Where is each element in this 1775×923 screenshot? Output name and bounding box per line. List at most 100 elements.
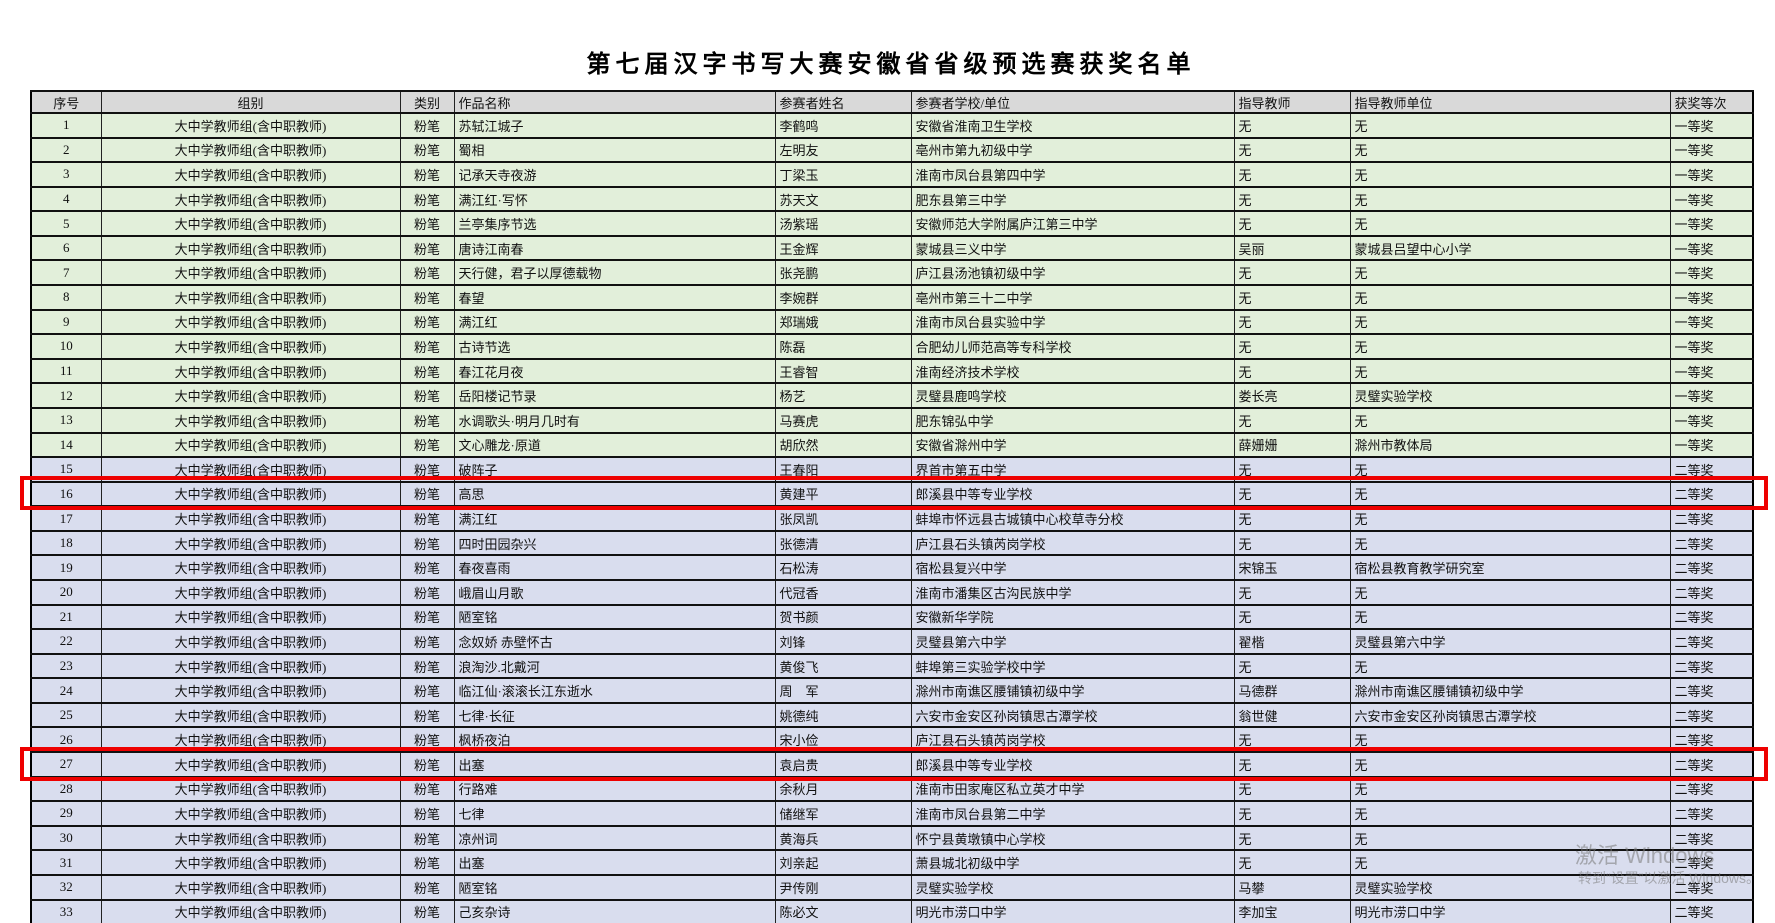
cell-no: 21 bbox=[30, 603, 102, 631]
table-row: 13 大中学教师组(含中职教师) 粉笔 水调歌头·明月几时有 马赛虎 肥东锦弘中学无无一等… bbox=[30, 406, 1754, 434]
cell-category: 粉笔 bbox=[399, 751, 455, 778]
cell-award: 一等奖 bbox=[1669, 431, 1754, 459]
cell-school: 淮南市凤台县第四中学 bbox=[910, 161, 1235, 188]
cell-teacher_unit: 蒙城县吕望中心小学 bbox=[1349, 234, 1671, 262]
cell-school: 明光市涝口中学 bbox=[910, 898, 1235, 923]
cell-group: 大中学教师组(含中职教师) bbox=[100, 456, 401, 483]
cell-award: 二等奖 bbox=[1669, 800, 1754, 827]
table-row: 18 大中学教师组(含中职教师) 粉笔 四时田园杂兴 张德清 庐江县石头镇芮岗学校无无二等… bbox=[30, 529, 1754, 557]
cell-school: 合肥幼儿师范高等专科学校 bbox=[910, 333, 1235, 360]
cell-work: 兰亭集序节选 bbox=[453, 210, 776, 237]
cell-award: 二等奖 bbox=[1669, 554, 1754, 581]
cell-no: 4 bbox=[30, 185, 102, 213]
cell-name: 黄建平 bbox=[774, 480, 912, 508]
cell-no: 25 bbox=[30, 701, 102, 729]
cell-work: 凉州词 bbox=[453, 824, 776, 852]
cell-work: 临江仙·滚滚长江东逝水 bbox=[453, 677, 776, 704]
cell-school: 宿松县复兴中学 bbox=[910, 554, 1235, 581]
table-row: 24 大中学教师组(含中职教师) 粉笔 临江仙·滚滚长江东逝水周 军滁州市南谯区腰铺镇… bbox=[30, 677, 1754, 704]
cell-name: 陈磊 bbox=[774, 333, 912, 360]
cell-category: 粉笔 bbox=[399, 726, 455, 754]
cell-teacher: 马攀 bbox=[1233, 873, 1351, 901]
table-row: 7 大中学教师组(含中职教师) 粉笔 天行健，君子以厚德载物 张尧鹏 庐江县汤池镇初级中学… bbox=[30, 259, 1754, 287]
cell-teacher_unit: 无 bbox=[1349, 161, 1671, 188]
column-header-teacher-unit: 指导教师单位 bbox=[1349, 90, 1671, 114]
table-row: 15 大中学教师组(含中职教师) 粉笔 破阵子 王春阳 界首市第五中学无无二等奖 bbox=[30, 456, 1754, 483]
cell-teacher: 宋锦玉 bbox=[1233, 554, 1351, 581]
cell-award: 二等奖 bbox=[1669, 849, 1754, 876]
cell-school: 安徽师范大学附属庐江第三中学 bbox=[910, 210, 1235, 237]
cell-teacher_unit: 无 bbox=[1349, 726, 1671, 754]
cell-category: 粉笔 bbox=[399, 234, 455, 262]
cell-category: 粉笔 bbox=[399, 308, 455, 336]
cell-group: 大中学教师组(含中职教师) bbox=[100, 677, 401, 704]
cell-group: 大中学教师组(含中职教师) bbox=[100, 112, 401, 139]
cell-no: 3 bbox=[30, 161, 102, 188]
cell-teacher_unit: 无 bbox=[1349, 529, 1671, 557]
cell-category: 粉笔 bbox=[399, 652, 455, 680]
cell-group: 大中学教师组(含中职教师) bbox=[100, 726, 401, 754]
cell-group: 大中学教师组(含中职教师) bbox=[100, 751, 401, 778]
cell-no: 18 bbox=[30, 529, 102, 557]
cell-no: 16 bbox=[30, 480, 102, 508]
table-row: 20 大中学教师组(含中职教师) 粉笔 峨眉山月歌 代冠香 淮南市潘集区古沟民族中学无无二… bbox=[30, 579, 1754, 606]
cell-name: 储继军 bbox=[774, 800, 912, 827]
cell-teacher_unit: 无 bbox=[1349, 112, 1671, 139]
cell-school: 安徽省淮南卫生学校 bbox=[910, 112, 1235, 139]
cell-name: 姚德纯 bbox=[774, 701, 912, 729]
cell-no: 8 bbox=[30, 284, 102, 311]
cell-award: 一等奖 bbox=[1669, 382, 1754, 409]
cell-group: 大中学教师组(含中职教师) bbox=[100, 505, 401, 532]
cell-name: 刘锋 bbox=[774, 628, 912, 655]
cell-category: 粉笔 bbox=[399, 136, 455, 164]
cell-name: 胡欣然 bbox=[774, 431, 912, 459]
cell-group: 大中学教师组(含中职教师) bbox=[100, 775, 401, 803]
cell-no: 19 bbox=[30, 554, 102, 581]
cell-teacher_unit: 无 bbox=[1349, 505, 1671, 532]
cell-name: 宋小俭 bbox=[774, 726, 912, 754]
cell-category: 粉笔 bbox=[399, 456, 455, 483]
cell-award: 二等奖 bbox=[1669, 505, 1754, 532]
cell-work: 浪淘沙.北戴河 bbox=[453, 652, 776, 680]
table-row: 14 大中学教师组(含中职教师) 粉笔 文心雕龙·原道 胡欣然 安徽省滁州中学 薛姗姗 滁州市… bbox=[30, 431, 1754, 459]
cell-category: 粉笔 bbox=[399, 112, 455, 139]
table-row: 21 大中学教师组(含中职教师) 粉笔 陋室铭 贺书颜 安徽新华学院无无二等奖 bbox=[30, 603, 1754, 631]
cell-award: 二等奖 bbox=[1669, 726, 1754, 754]
cell-teacher_unit: 无 bbox=[1349, 210, 1671, 237]
cell-teacher: 薛姗姗 bbox=[1233, 431, 1351, 459]
cell-work: 七律·长征 bbox=[453, 701, 776, 729]
table-row: 30 大中学教师组(含中职教师) 粉笔 凉州词 黄海兵 怀宁县黄墩镇中心学校无无二等奖 bbox=[30, 824, 1754, 852]
cell-teacher_unit: 无 bbox=[1349, 284, 1671, 311]
page-title: 第七届汉字书写大赛安徽省省级预选赛获奖名单 bbox=[586, 52, 1196, 78]
cell-teacher: 无 bbox=[1233, 800, 1351, 827]
column-header-name: 参赛者姓名 bbox=[774, 90, 912, 114]
cell-no: 26 bbox=[30, 726, 102, 754]
cell-school: 淮南市凤台县实验中学 bbox=[910, 308, 1235, 336]
cell-award: 一等奖 bbox=[1669, 308, 1754, 336]
column-header-category: 类别 bbox=[399, 90, 455, 114]
cell-name: 杨艺 bbox=[774, 382, 912, 409]
cell-category: 粉笔 bbox=[399, 284, 455, 311]
cell-name: 王睿智 bbox=[774, 357, 912, 385]
cell-teacher_unit: 无 bbox=[1349, 259, 1671, 287]
cell-award: 二等奖 bbox=[1669, 873, 1754, 901]
cell-group: 大中学教师组(含中职教师) bbox=[100, 406, 401, 434]
cell-no: 5 bbox=[30, 210, 102, 237]
cell-name: 余秋月 bbox=[774, 775, 912, 803]
cell-teacher_unit: 灵璧县第六中学 bbox=[1349, 628, 1671, 655]
table-row: 32 大中学教师组(含中职教师) 粉笔 陋室铭 尹传刚 灵璧实验学校 马攀 灵璧实验学校 二等奖 bbox=[30, 873, 1754, 901]
cell-name: 周 军 bbox=[774, 677, 912, 704]
cell-teacher: 无 bbox=[1233, 726, 1351, 754]
cell-work: 水调歌头·明月几时有 bbox=[453, 406, 776, 434]
cell-category: 粉笔 bbox=[399, 628, 455, 655]
cell-school: 蒙城县三义中学 bbox=[910, 234, 1235, 262]
cell-name: 张尧鹏 bbox=[774, 259, 912, 287]
cell-group: 大中学教师组(含中职教师) bbox=[100, 333, 401, 360]
cell-name: 黄俊飞 bbox=[774, 652, 912, 680]
cell-award: 一等奖 bbox=[1669, 112, 1754, 139]
cell-no: 1 bbox=[30, 112, 102, 139]
cell-school: 淮南市田家庵区私立英才中学 bbox=[910, 775, 1235, 803]
cell-teacher: 无 bbox=[1233, 185, 1351, 213]
cell-name: 左明友 bbox=[774, 136, 912, 164]
